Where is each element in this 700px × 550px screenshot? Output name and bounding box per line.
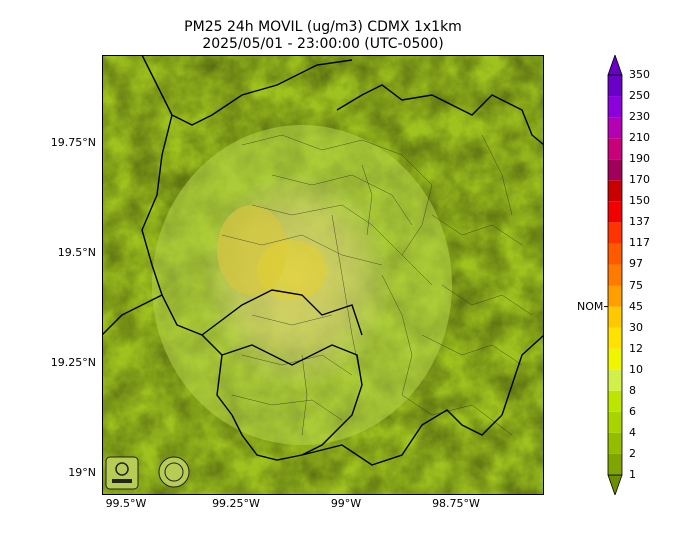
colorbar-label: 190 [629,152,650,166]
map-timestamp: 2025/05/01 - 23:00:00 (UTC-0500) [202,36,444,52]
pollution-core [257,240,327,300]
colorbar-segment [608,327,622,349]
nom-label: NOM [577,299,604,313]
colorbar-label: 250 [629,89,650,103]
colorbar-segment [608,243,622,265]
colorbar-label: 12 [629,341,643,355]
colorbar-segment [608,306,622,328]
state-boundaries [102,55,544,466]
colorbar-upper-extend [607,55,623,76]
colorbar-segment [608,138,622,160]
colorbar-segment [608,117,622,139]
lat-tick-1925: 19.25°N [50,356,96,369]
colorbar-label: 350 [629,68,650,81]
colorbar-label: 30 [629,320,643,334]
colorbar-label: 10 [629,362,643,376]
colorbar-label: 2 [629,446,636,460]
lon-tick-9925: 99.25°W [212,497,260,510]
lat-tick-1975: 19.75°N [50,136,96,149]
colorbar-label: 210 [629,131,650,145]
lat-tick-195: 19.5°N [57,246,96,259]
colorbar-segment [608,369,622,391]
colorbar-label: 6 [629,404,636,418]
lon-tick-99: 99°W [330,497,362,510]
colorbar-label: 137 [629,215,650,229]
colorbar-label: 45 [629,299,643,313]
lon-tick-9875: 98.75°W [432,497,480,510]
colorbar-label: 117 [629,236,650,250]
colorbar-label: 230 [629,110,650,124]
colorbar-segment [608,390,622,412]
colorbar-label: 4 [629,425,636,439]
colorbar-label: 1 [629,468,636,481]
colorbar-segment [608,285,622,307]
colorbar-label: 97 [629,257,643,271]
colorbar-lower-extend [607,474,623,495]
colorbar-segment [608,75,622,97]
pm25-map[interactable] [102,55,544,495]
sedema-logo [105,456,139,490]
colorbar [604,55,623,495]
colorbar-segment [608,348,622,370]
colorbar-segment [608,96,622,118]
colorbar-segment [608,264,622,286]
municipal-boundaries [221,134,533,436]
cdmx-logo [158,456,190,488]
lon-tick-995: 99.5°W [105,497,147,510]
colorbar-label: 170 [629,173,650,187]
lat-tick-19: 19°N [68,466,96,479]
colorbar-segment [608,453,622,475]
colorbar-frame [607,74,623,476]
colorbar-label: 75 [629,278,643,292]
map-border [102,55,544,495]
colorbar-segment [608,222,622,244]
colorbar-segment [608,201,622,223]
map-title: PM25 24h MOVIL (ug/m3) CDMX 1x1km [184,19,462,35]
colorbar-label: 150 [629,194,650,208]
colorbar-segment [608,411,622,433]
colorbar-label: 8 [629,383,636,397]
colorbar-segment [608,159,622,181]
colorbar-segment [608,180,622,202]
colorbar-segment [608,432,622,454]
